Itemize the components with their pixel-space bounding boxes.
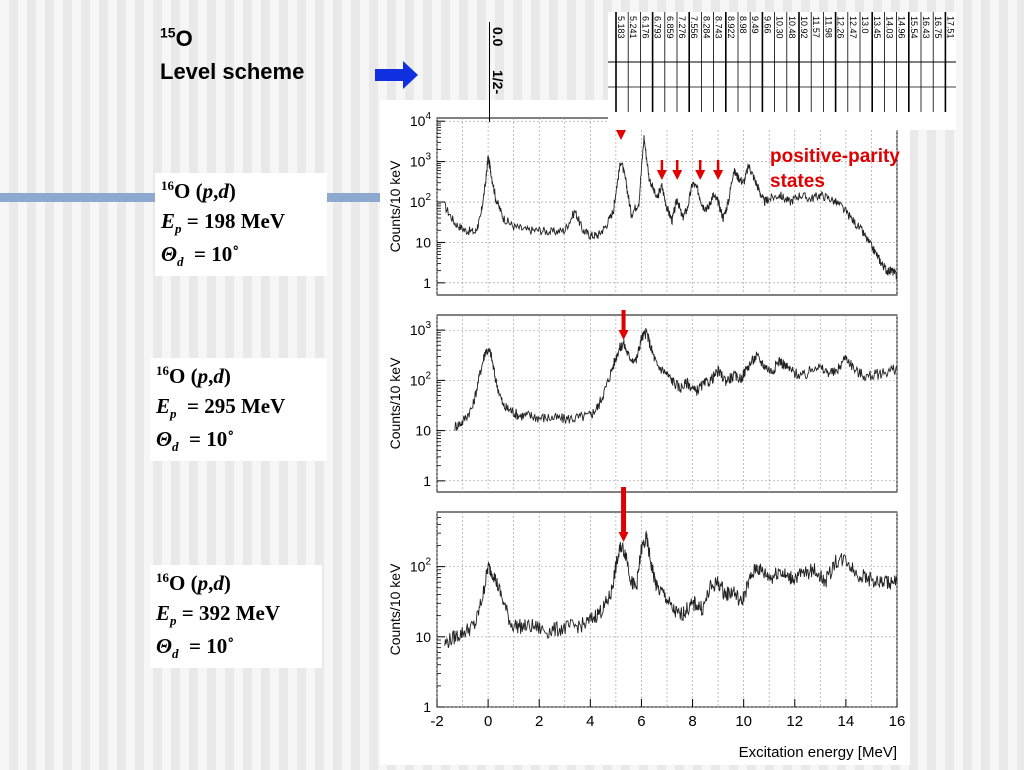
red-arrow-icon [618, 487, 629, 542]
x-axis-label: Excitation energy [MeV] [739, 744, 897, 761]
red-arrow-icon [672, 160, 683, 180]
y-tick-label: 1 [423, 275, 431, 291]
spectrum-line [454, 327, 898, 431]
positive-parity-label: positive-parity states [770, 146, 900, 192]
level-energy-label: 6.176 [640, 16, 650, 39]
level-scheme-inset: 5.183 5.241 6.176 6.793 6.859 7.276 7.556 8.284… [608, 12, 956, 130]
level-energy-label: 8.743 [714, 16, 724, 39]
reaction-box-295: 16O (p,d) Ep = 295 MeV Θd = 10˚ [150, 358, 327, 461]
x-tick-label: 0 [484, 713, 492, 730]
level-energy-label: 8.284 [701, 16, 711, 39]
level-energy-label: 13.0 [860, 16, 870, 34]
level-energy-label: 6.859 [665, 16, 675, 39]
level-scheme-diagram: 5.183 5.241 6.176 6.793 6.859 7.276 7.556 8.284… [608, 12, 956, 112]
spectrum-panel-0: 1 10 102 103 104 Counts/10 keV [387, 111, 898, 296]
x-tick-label: 10 [735, 713, 752, 730]
ground-state-spin: 1/2- [490, 70, 506, 95]
right-arrow-icon [375, 61, 418, 89]
x-tick-label: -2 [430, 713, 443, 730]
level-energy-label: 10.48 [787, 16, 797, 39]
level-energy-label: 15.54 [909, 16, 919, 39]
level-energy-label: 8.98 [738, 16, 748, 34]
reaction-box-392: 16O (p,d) Ep = 392 MeV Θd = 10˚ [150, 565, 322, 668]
ground-state-energy: 0.0 [490, 27, 506, 47]
level-scheme-title: Level scheme [160, 59, 305, 84]
level-energy-label: 14.03 [884, 16, 894, 39]
y-tick-label: 102 [410, 370, 432, 388]
y-axis-label: Counts/10 keV [387, 563, 403, 655]
level-energy-label: 12.26 [836, 16, 846, 39]
y-tick-label: 1 [423, 699, 431, 715]
x-tick-label: 16 [889, 713, 906, 730]
x-tick-label: 12 [786, 713, 803, 730]
ground-state-line [489, 22, 490, 122]
level-energy-label: 12.47 [848, 16, 858, 39]
y-tick-label: 103 [410, 152, 432, 170]
level-energy-label: 9.66 [762, 16, 772, 34]
x-tick-label: 4 [586, 713, 594, 730]
y-tick-label: 102 [410, 192, 432, 210]
heading: 15O Level scheme [160, 22, 304, 88]
y-tick-label: 102 [410, 557, 432, 575]
level-energy-label: 7.276 [677, 16, 687, 39]
x-tick-label: 8 [688, 713, 696, 730]
x-tick-label: 6 [637, 713, 645, 730]
level-energy-label: 5.241 [628, 16, 638, 39]
y-tick-label: 103 [410, 320, 432, 338]
level-energy-label: 10.92 [799, 16, 809, 39]
level-energy-label: 16.43 [921, 16, 931, 39]
level-energy-label: 11.57 [811, 16, 821, 38]
reaction-box-198: 16O (p,d) Ep = 198 MeV Θd = 10˚ [155, 173, 327, 276]
level-energy-label: 11.98 [823, 16, 833, 38]
spectrum-panel-1: 1 10 102 103 Counts/10 keV [387, 310, 898, 493]
level-energy-label: 16.75 [933, 16, 943, 39]
spectrum-line [444, 135, 898, 281]
level-energy-label: 14.96 [897, 16, 907, 39]
red-arrow-icon [618, 310, 629, 340]
y-tick-label: 10 [415, 234, 431, 250]
x-tick-label: 2 [535, 713, 543, 730]
level-energy-label: 8.922 [726, 16, 736, 39]
spectrum-line [444, 530, 898, 649]
level-energy-label: 6.793 [653, 16, 663, 39]
y-tick-label: 10 [415, 423, 431, 439]
red-arrow-icon [695, 160, 706, 180]
level-energy-label: 7.556 [689, 16, 699, 39]
level-energy-label: 5.183 [616, 16, 626, 39]
level-energy-label: 10.30 [775, 16, 785, 39]
spectra-panel: 1 10 102 103 104 Counts/10 keV 1 10 102 103 Counts… [380, 100, 910, 765]
level-energy-label: 13.45 [872, 16, 882, 39]
y-axis-label: Counts/10 keV [387, 160, 403, 252]
y-tick-label: 104 [410, 111, 432, 129]
red-arrow-icon [656, 160, 667, 180]
x-tick-label: 14 [838, 713, 855, 730]
level-energy-label: 9.49 [750, 16, 760, 34]
spectrum-panel-2: 1 10 102 Counts/10 keV -2 0 2 4 6 8 10 12 14 16 Excita… [387, 487, 905, 761]
nucleus-title: 15O [160, 24, 193, 51]
y-axis-label: Counts/10 keV [387, 357, 403, 449]
level-energy-label: 17.51 [945, 16, 955, 39]
y-tick-label: 1 [423, 473, 431, 489]
y-tick-label: 10 [415, 629, 431, 645]
red-arrow-icon [713, 160, 724, 180]
